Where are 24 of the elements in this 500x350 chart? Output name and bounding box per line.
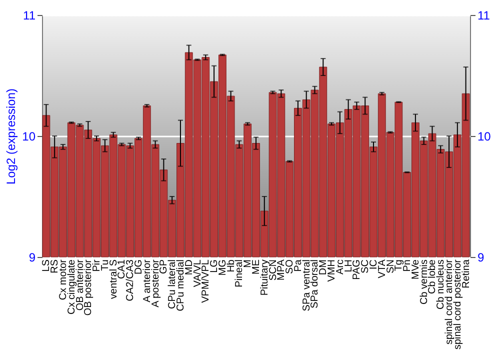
x-tick-label: Pa	[292, 259, 304, 272]
x-tick-label: A posterior	[150, 258, 162, 308]
x-tick-label: Tu	[100, 260, 111, 271]
x-tick-label: VTA	[376, 259, 388, 278]
x-tick-label: Cx cingulate	[66, 259, 78, 315]
y-axis-title: Log2 (expression)	[4, 88, 18, 185]
x-tick-label: Pituitary	[259, 260, 270, 296]
x-tick-label: A anterior	[142, 258, 153, 302]
y2-tick-label: 10	[478, 130, 492, 144]
y2-tick-label: 11	[478, 8, 490, 22]
x-tick-label: ME	[251, 259, 262, 274]
y-tick-label: 11	[23, 8, 36, 22]
x-tick-label: IC	[368, 260, 380, 270]
x-tick-label: Retina	[460, 259, 472, 288]
x-tick-label: spinal cord posterior	[452, 258, 464, 350]
x-tick-label: MVe	[410, 259, 422, 280]
x-tick-label: Tg	[394, 260, 405, 272]
y-tick-label: 10	[22, 130, 36, 144]
y-tick-label: 9	[28, 250, 36, 264]
x-tick-label: OB posterior	[83, 258, 94, 316]
x-tick-label: CPu medial	[175, 260, 186, 312]
y2-tick-label: 9	[478, 250, 484, 264]
x-tick-label: RS	[50, 259, 61, 274]
x-tick-label: Arc	[334, 260, 346, 274]
